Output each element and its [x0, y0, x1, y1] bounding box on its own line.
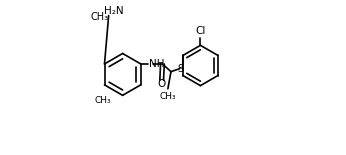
Text: Cl: Cl: [195, 26, 206, 36]
Text: H₂N: H₂N: [104, 6, 124, 16]
Text: CH₃: CH₃: [91, 12, 109, 22]
Text: NH: NH: [149, 59, 165, 69]
Text: O: O: [157, 79, 166, 89]
Text: CH₃: CH₃: [160, 92, 176, 101]
Text: S: S: [178, 64, 184, 74]
Text: CH₃: CH₃: [95, 96, 111, 105]
